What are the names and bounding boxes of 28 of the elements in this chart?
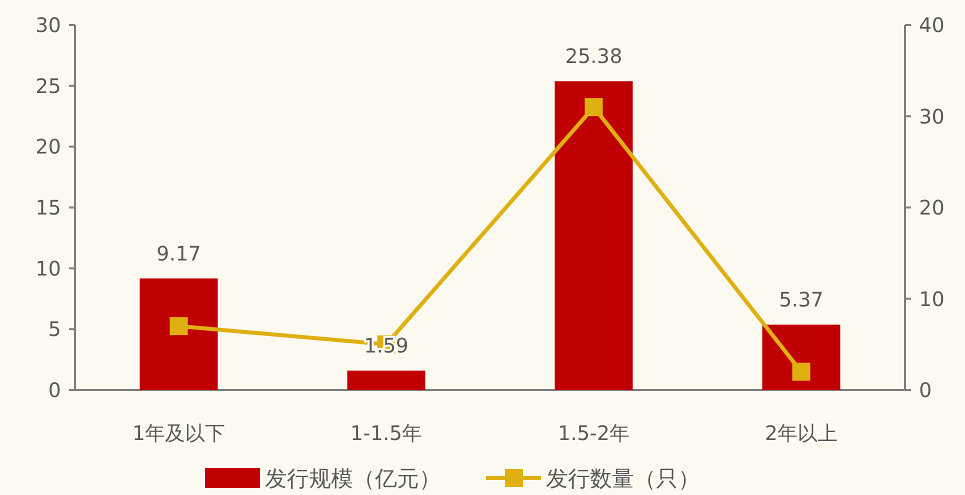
y-tick-label: 0 <box>48 378 61 402</box>
y-tick-label: 15 <box>36 196 61 220</box>
y2-tick-label: 30 <box>919 104 944 128</box>
y-tick-label: 5 <box>48 317 61 342</box>
point <box>792 362 810 381</box>
y2-tick-label: 0 <box>919 378 932 402</box>
y-tick-label: 10 <box>36 256 61 280</box>
y2-tick-label: 10 <box>919 286 944 311</box>
y2-tick-label: 20 <box>919 196 944 220</box>
point <box>170 317 188 336</box>
y-tick-label: 20 <box>36 134 61 159</box>
data-label: 25.38 <box>565 44 622 68</box>
y2-tick-label: 40 <box>919 13 944 37</box>
data-label: 5.37 <box>778 288 824 312</box>
y-tick-label: 25 <box>36 74 61 98</box>
point <box>584 98 603 116</box>
x-tick-label: 2年以上 <box>764 421 838 445</box>
legend-label: 发行规模（亿元） <box>265 467 441 492</box>
bar <box>762 324 840 390</box>
y-tick-label: 30 <box>36 13 61 37</box>
legend-label: 发行数量（只） <box>546 467 700 492</box>
bar <box>554 81 633 390</box>
bar <box>347 370 426 390</box>
x-tick-label: 1-1.5年 <box>350 421 422 445</box>
x-tick-label: 1年及以下 <box>132 421 226 445</box>
data-label: 9.17 <box>156 241 202 266</box>
bar <box>140 278 218 390</box>
x-tick-label: 1.5-2年 <box>558 421 630 445</box>
